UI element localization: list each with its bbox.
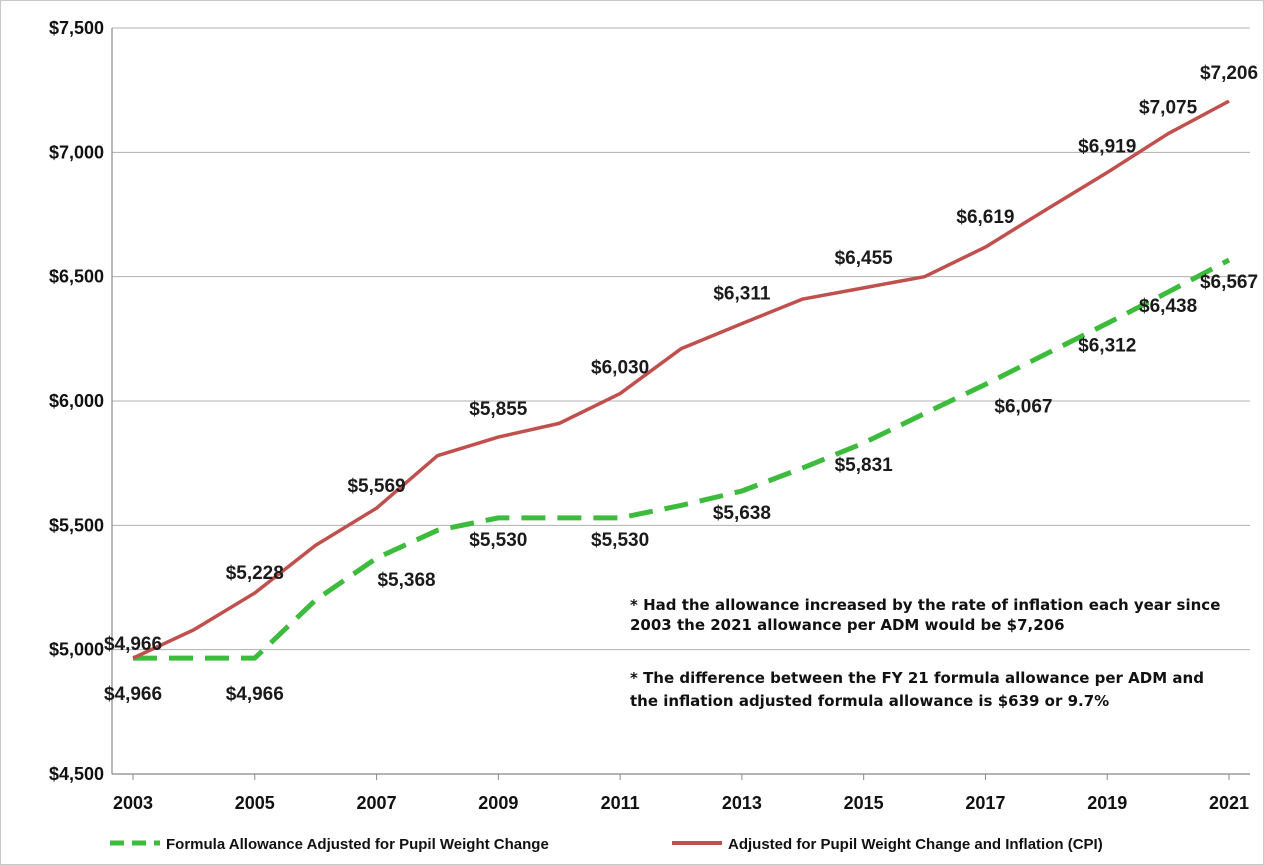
data-label-layer: $4,966 $4,966 $5,368 $5,530 $5,530 $5,638 $5,8… [104,63,1258,705]
data-label-inflation: $7,075 [1139,98,1198,119]
legend: Formula Allowance Adjusted for Pupil Wei… [110,836,1103,853]
data-label-formula: $5,638 [713,503,771,524]
data-label-inflation: $6,311 [713,284,770,305]
x-tick-label: 2009 [478,793,518,813]
x-tick-label: 2021 [1209,793,1249,813]
x-tick-label: 2015 [844,793,884,813]
x-tick-label: 2007 [357,793,397,813]
data-label-formula: $5,831 [835,455,894,476]
data-label-inflation: $7,206 [1200,63,1258,84]
data-label-inflation: $6,030 [591,358,649,379]
y-tick-label: $6,000 [49,391,104,411]
x-tick-label: 2013 [722,793,762,813]
y-tick-label: $7,500 [49,18,104,38]
legend-label-red: Adjusted for Pupil Weight Change and Inf… [728,836,1103,853]
y-tick-label: $6,500 [49,267,104,287]
y-tick-label: $7,000 [49,142,104,162]
data-label-formula: $4,966 [104,684,162,705]
grid-layer [112,27,1250,651]
note-2-line-2: the inflation adjusted formula allowance… [630,692,1109,710]
x-tick-label: 2017 [965,793,1005,813]
data-label-inflation: $6,619 [956,207,1014,228]
data-label-inflation: $4,966 [104,634,162,655]
series-line-formula [133,257,1231,661]
data-label-formula: $5,530 [591,530,649,551]
data-label-inflation: $5,855 [469,399,528,420]
y-tick-label: $4,500 [49,764,104,784]
data-label-formula: $6,067 [994,396,1052,417]
data-label-inflation: $6,919 [1078,136,1136,157]
note-1-line-2: 2003 the 2021 allowance per ADM would be… [630,616,1065,634]
annotation-notes: * Had the allowance increased by the rat… [630,596,1220,710]
x-tick-label: 2011 [601,793,640,813]
note-2-line-1: * The difference between the FY 21 formu… [630,669,1204,687]
series-line-inflation [132,99,1230,660]
data-label-formula: $6,312 [1078,335,1136,356]
data-label-formula: $6,438 [1139,296,1197,317]
y-tick-label: $5,500 [49,515,104,535]
data-label-formula: $5,530 [469,530,527,551]
data-label-formula: $6,567 [1200,272,1258,293]
data-label-inflation: $5,569 [347,476,405,497]
axis-layer: $4,500 $5,000 $5,500 $6,000 $6,500 $7,000 $7,5… [49,18,1250,813]
data-label-inflation: $6,455 [835,248,894,269]
x-tick-label: 2003 [113,793,153,813]
legend-label-green: Formula Allowance Adjusted for Pupil Wei… [166,836,549,853]
x-tick-label: 2005 [235,793,275,813]
note-1-line-1: * Had the allowance increased by the rat… [630,596,1220,614]
series-layer [132,99,1231,661]
data-label-formula: $4,966 [226,684,284,705]
x-tick-label: 2019 [1087,793,1127,813]
data-label-formula: $5,368 [377,570,435,591]
y-tick-label: $5,000 [49,640,104,660]
data-label-inflation: $5,228 [226,563,284,584]
